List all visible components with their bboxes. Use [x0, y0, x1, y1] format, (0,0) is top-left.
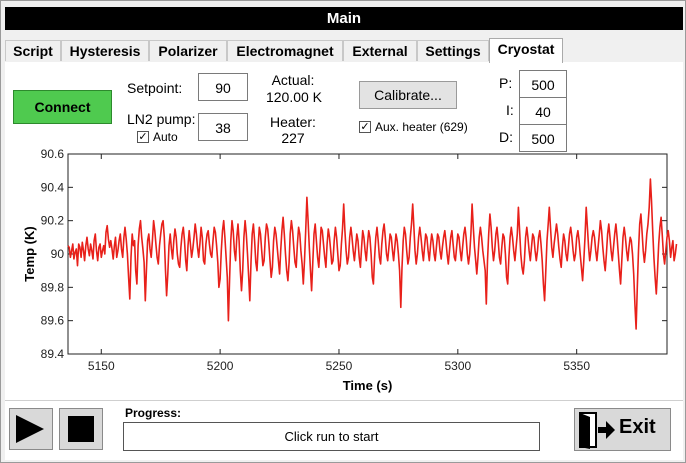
x-axis-label: Time (s) — [343, 378, 393, 393]
y-tick-label: 90.2 — [41, 214, 65, 228]
x-tick-label: 5150 — [88, 359, 115, 373]
actual-value: 120.00 K — [265, 89, 323, 105]
setpoint-input[interactable]: 90 — [198, 73, 248, 101]
heater-label: Heater: — [270, 114, 316, 130]
auto-label: Auto — [153, 130, 178, 144]
y-tick-label: 90.4 — [41, 180, 65, 194]
tab-script[interactable]: Script — [5, 40, 61, 61]
x-tick-label: 5300 — [444, 359, 471, 373]
d-gain-input[interactable]: 500 — [519, 124, 567, 152]
i-gain-label: I: — [506, 102, 514, 118]
ln2-pump-label: LN2 pump: — [127, 111, 196, 127]
p-gain-input[interactable]: 500 — [519, 70, 567, 98]
progress-status: Click run to start — [123, 422, 540, 451]
i-gain-input[interactable]: 40 — [519, 97, 567, 125]
stop-button[interactable] — [59, 408, 103, 450]
stop-icon — [68, 416, 94, 442]
exit-label: Exit — [619, 416, 656, 438]
tab-external[interactable]: External — [343, 40, 417, 61]
connect-button[interactable]: Connect — [13, 90, 112, 124]
window-title: Main — [5, 7, 683, 30]
y-tick-label: 90 — [51, 247, 65, 261]
calibrate-button[interactable]: Calibrate... — [359, 81, 457, 109]
tab-settings[interactable]: Settings — [417, 40, 489, 61]
exit-door-icon — [579, 412, 615, 449]
exit-button[interactable]: Exit — [574, 408, 671, 451]
aux-heater-checkbox[interactable]: ✓ — [359, 121, 371, 133]
tab-electromagnet[interactable]: Electromagnet — [227, 40, 343, 61]
y-tick-label: 89.6 — [41, 314, 65, 328]
play-button[interactable] — [9, 408, 53, 450]
y-tick-label: 89.4 — [41, 347, 65, 361]
heater-value: 227 — [281, 130, 305, 146]
p-gain-label: P: — [499, 75, 513, 91]
x-tick-label: 5250 — [326, 359, 353, 373]
play-icon — [16, 415, 44, 443]
auto-checkbox[interactable]: ✓ — [137, 131, 149, 143]
progress-label: Progress: — [125, 406, 182, 420]
checkmark-icon: ✓ — [138, 131, 148, 143]
tab-polarizer[interactable]: Polarizer — [149, 40, 227, 61]
temperature-chart: 89.4 89.6 89.8 90 90.2 90.4 90.6 5150 5200 5250 53… — [22, 147, 678, 393]
tab-hysteresis[interactable]: Hysteresis — [61, 40, 149, 61]
actual-label: Actual: — [271, 72, 315, 88]
x-tick-label: 5350 — [563, 359, 590, 373]
setpoint-label: Setpoint: — [127, 80, 183, 96]
temperature-series-line — [67, 178, 678, 330]
aux-heater-label: Aux. heater (629) — [375, 120, 468, 134]
x-tick-label: 5200 — [207, 359, 234, 373]
ln2-pump-input[interactable]: 38 — [198, 113, 248, 141]
tab-cryostat[interactable]: Cryostat — [489, 38, 563, 63]
tab-bar: Script Hysteresis Polarizer Electromagne… — [5, 38, 683, 63]
y-axis-label: Temp (K) — [22, 226, 37, 281]
checkmark-icon: ✓ — [360, 121, 370, 133]
y-tick-label: 90.6 — [41, 147, 65, 161]
footer-divider — [5, 400, 683, 401]
y-tick-label: 89.8 — [41, 280, 65, 294]
d-gain-label: D: — [499, 129, 513, 145]
